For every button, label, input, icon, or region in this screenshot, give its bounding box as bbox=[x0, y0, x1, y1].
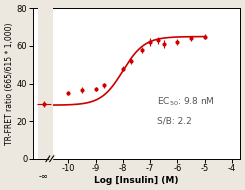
Y-axis label: TR-FRET ratio (665/615 * 1,000): TR-FRET ratio (665/615 * 1,000) bbox=[5, 22, 14, 145]
Text: S/B: 2.2: S/B: 2.2 bbox=[157, 117, 192, 126]
Text: -∞: -∞ bbox=[39, 172, 49, 181]
Bar bbox=[38, 8, 53, 159]
X-axis label: Log [Insulin] (M): Log [Insulin] (M) bbox=[94, 176, 179, 185]
Text: EC$_{50}$: 9.8 nM: EC$_{50}$: 9.8 nM bbox=[157, 95, 215, 108]
